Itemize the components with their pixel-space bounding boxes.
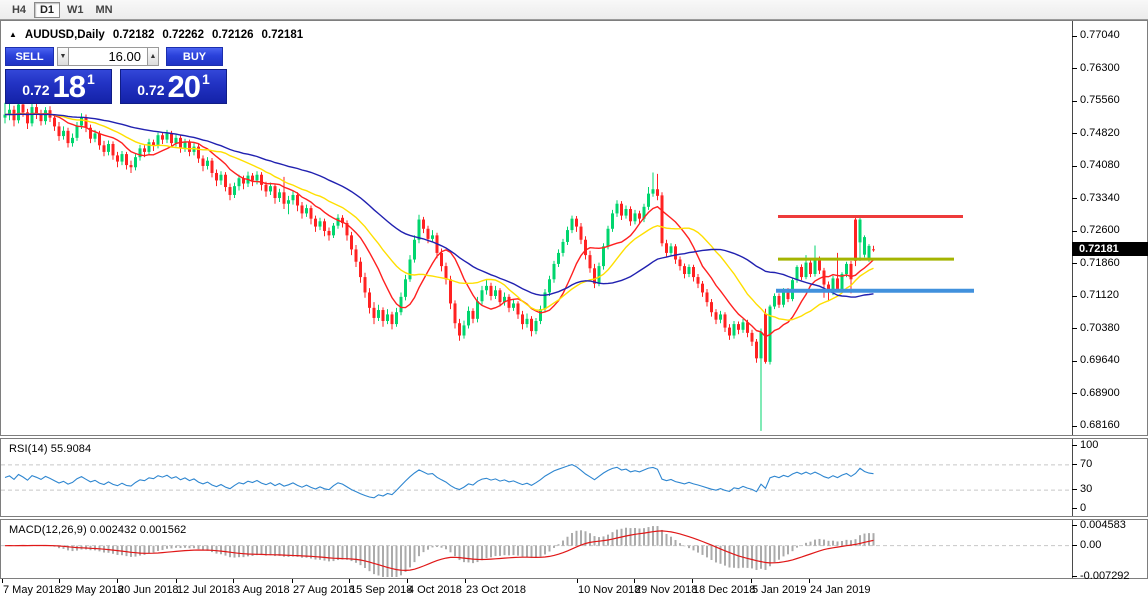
ohlc-close: 0.72181: [261, 29, 304, 41]
date-axis-label: 3 Aug 2018: [234, 584, 290, 596]
timeframe-button-w1[interactable]: W1: [67, 3, 84, 16]
ohlc-open: 0.72182: [112, 29, 155, 41]
date-axis-tick: [692, 579, 693, 583]
lot-decrease-button[interactable]: ▼: [57, 47, 69, 66]
date-axis-tick: [634, 579, 635, 583]
date-axis-tick: [809, 579, 810, 583]
one-click-trade-panel: SELL ▼ ▲ BUY 0.72 18 1 0.72 20 1: [5, 47, 227, 104]
timeframe-toolbar: H4 D1 W1 MN: [0, 0, 1148, 20]
date-axis-label: 15 Sep 2018: [350, 584, 413, 596]
lot-increase-button[interactable]: ▲: [147, 47, 159, 66]
date-axis-tick: [751, 579, 752, 583]
lot-size-input[interactable]: [69, 47, 147, 66]
ohlc-low: 0.72126: [211, 29, 254, 41]
rsi-axis-separator: [1072, 439, 1073, 516]
collapse-triangle-icon[interactable]: ▲: [9, 30, 17, 39]
date-axis-label: 29 Nov 2018: [635, 584, 698, 596]
date-axis-tick: [292, 579, 293, 583]
moving-averages-layer: [4, 112, 874, 338]
date-axis-label: 29 May 2018: [60, 584, 124, 596]
date-axis-tick: [2, 579, 3, 583]
date-axis-tick: [233, 579, 234, 583]
sell-price-pips: 18: [52, 69, 85, 104]
price-axis-separator: [1072, 21, 1073, 435]
timeframe-button-mn[interactable]: MN: [95, 3, 113, 16]
rsi-label: RSI(14) 55.9084: [9, 443, 92, 455]
date-axis-label: 7 May 2018: [3, 584, 61, 596]
date-axis-label: 5 Jan 2019: [752, 584, 807, 596]
buy-quote-button[interactable]: 0.72 20 1: [120, 69, 227, 104]
buy-price-base: 0.72: [137, 82, 165, 98]
date-axis-tick: [176, 579, 177, 583]
date-axis-tick: [349, 579, 350, 583]
sell-quote-button[interactable]: 0.72 18 1: [5, 69, 112, 104]
date-axis-tick: [465, 579, 466, 583]
date-axis-tick: [577, 579, 578, 583]
rsi-chart-canvas: [1, 464, 1072, 499]
ohlc-high: 0.72262: [162, 29, 204, 41]
date-axis-tick: [117, 579, 118, 583]
timeframe-button-d1[interactable]: D1: [34, 1, 60, 18]
main-chart-panel[interactable]: ▲ AUDUSD,Daily 0.72182 0.72262 0.72126 0…: [0, 20, 1148, 436]
sell-button[interactable]: SELL: [5, 47, 54, 66]
date-axis-label: 23 Oct 2018: [466, 584, 526, 596]
date-axis-label: 27 Aug 2018: [293, 584, 355, 596]
date-axis-label: 24 Jan 2019: [810, 584, 871, 596]
macd-chart-canvas: [1, 526, 1072, 577]
buy-price-pips: 20: [167, 69, 200, 104]
buy-price-pipette: 1: [201, 71, 210, 87]
date-axis-label: 12 Jul 2018: [177, 584, 234, 596]
time-axis[interactable]: 7 May 2018 29 May 2018 20 Jun 2018 12 Jul 2…: [0, 579, 1148, 605]
date-axis-label: 4 Oct 2018: [408, 584, 462, 596]
macd-axis-separator: [1072, 520, 1073, 578]
macd-indicator-panel[interactable]: MACD(12,26,9) 0.002432 0.001562: [0, 519, 1148, 579]
buy-button[interactable]: BUY: [166, 47, 223, 66]
symbol-name: AUDUSD,Daily: [24, 29, 105, 41]
macd-label: MACD(12,26,9) 0.002432 0.001562: [9, 524, 187, 536]
sell-price-pipette: 1: [86, 71, 95, 87]
date-axis-tick: [59, 579, 60, 583]
symbol-header: ▲ AUDUSD,Daily 0.72182 0.72262 0.72126 0…: [9, 29, 305, 41]
date-axis-label: 20 Jun 2018: [118, 584, 179, 596]
candles-layer: [3, 100, 875, 431]
date-axis-label: 10 Nov 2018: [578, 584, 641, 596]
candlestick-chart-canvas[interactable]: [1, 21, 1072, 435]
sell-price-base: 0.72: [22, 82, 50, 98]
date-axis-tick: [407, 579, 408, 583]
hline-objects-layer: [776, 214, 974, 293]
timeframe-button-h4[interactable]: H4: [11, 3, 27, 16]
rsi-indicator-panel[interactable]: RSI(14) 55.9084: [0, 438, 1148, 517]
date-axis-label: 18 Dec 2018: [693, 584, 756, 596]
